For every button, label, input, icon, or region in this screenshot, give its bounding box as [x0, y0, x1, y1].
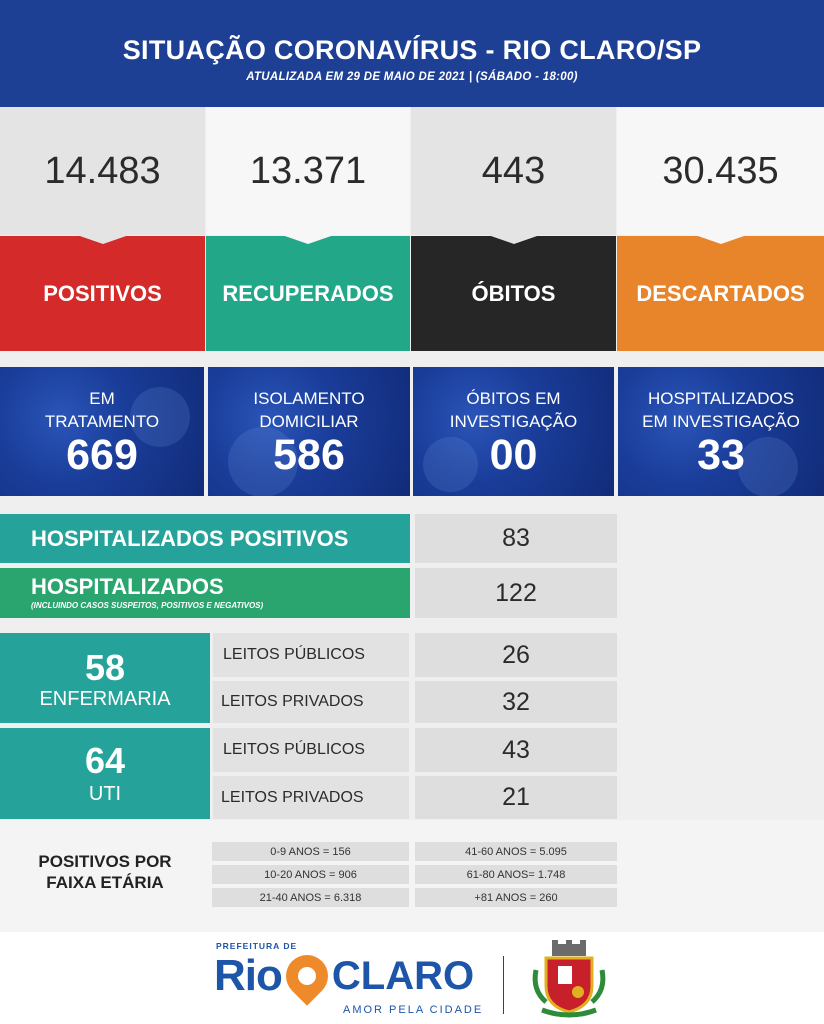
- update-subtitle: ATUALIZADA EM 29 DE MAIO DE 2021 | (SÁBA…: [246, 71, 578, 83]
- uti-privados-value: 21: [415, 776, 617, 819]
- faixa-etaria-title: POSITIVOS POR FAIXA ETÁRIA: [10, 851, 200, 893]
- virus-decoration: [228, 427, 298, 496]
- rio-claro-logo: Rio CLARO: [214, 946, 475, 1006]
- enfermaria-label: ENFERMARIA: [39, 688, 171, 710]
- faixa-etaria-cell: 10-20 ANOS = 906: [212, 865, 409, 884]
- obitos-label: ÓBITOS: [471, 280, 556, 306]
- header-bar: SITUAÇÃO CORONAVÍRUS - RIO CLARO/SP ATUA…: [0, 0, 824, 107]
- hospitalizados-investigacao-value: 33: [697, 431, 745, 479]
- enfermaria-card: 58 ENFERMARIA: [0, 633, 210, 723]
- em-tratamento-label: EM TRATAMENTO: [0, 387, 204, 433]
- location-pin-icon: [277, 946, 337, 1006]
- ribbon: [541, 1007, 597, 1018]
- enfermaria-publicos-row: LEITOS PÚBLICOS: [213, 633, 409, 677]
- uti-card: 64 UTI: [0, 728, 210, 819]
- hospitalizados-label: HOSPITALIZADOS: [31, 574, 224, 599]
- pin-hole: [294, 963, 320, 989]
- isolamento-domiciliar-label: ISOLAMENTO DOMICILIAR: [208, 387, 410, 433]
- hospitalizados-investigacao-label: HOSPITALIZADOS EM INVESTIGAÇÃO: [618, 387, 824, 433]
- notch-decoration: [694, 235, 747, 244]
- label-line: TRATAMENTO: [44, 412, 160, 431]
- recuperados-value: 13.371: [206, 107, 410, 235]
- hospitalizados-positivos-value: 83: [415, 514, 617, 563]
- shield: [544, 956, 594, 1014]
- virus-decoration: [738, 437, 798, 496]
- laurel-right: [590, 969, 606, 1004]
- shield-emblem: [572, 986, 584, 998]
- isolamento-domiciliar-card: ISOLAMENTO DOMICILIAR 586: [208, 367, 410, 496]
- enfermaria-publicos-value: 26: [415, 633, 617, 677]
- enfermaria-privados-value: 32: [415, 681, 617, 723]
- crown-base: [552, 944, 586, 956]
- em-tratamento-value: 669: [66, 431, 138, 479]
- shield-tower: [558, 966, 572, 984]
- laurel-left: [532, 969, 548, 1004]
- slogan-text: AMOR PELA CIDADE: [343, 1004, 484, 1016]
- faixa-etaria-cell: 41-60 ANOS = 5.095: [415, 842, 617, 861]
- notch-decoration: [76, 235, 129, 244]
- label-line: ÓBITOS EM: [466, 389, 561, 408]
- recuperados-card: RECUPERADOS: [206, 235, 410, 351]
- enfermaria-privados-row: LEITOS PRIVADOS: [213, 681, 409, 723]
- positivos-card: POSITIVOS: [0, 235, 205, 351]
- descartados-value: 30.435: [617, 107, 824, 235]
- isolamento-domiciliar-value: 586: [273, 431, 345, 479]
- crown-tower: [552, 940, 558, 946]
- label-line: DOMICILIAR: [259, 412, 359, 431]
- descartados-card: DESCARTADOS: [617, 235, 824, 351]
- label-line: EM: [89, 389, 115, 408]
- faixa-etaria-cell: 61-80 ANOS= 1.748: [415, 865, 617, 884]
- page-title: SITUAÇÃO CORONAVÍRUS - RIO CLARO/SP: [122, 35, 702, 65]
- obitos-investigacao-label: ÓBITOS EM INVESTIGAÇÃO: [413, 387, 614, 433]
- label-line: EM INVESTIGAÇÃO: [642, 412, 800, 431]
- recuperados-label: RECUPERADOS: [222, 280, 394, 306]
- prefeitura-label: PREFEITURA DE: [216, 941, 298, 951]
- obitos-investigacao-value: 00: [489, 431, 538, 479]
- obitos-value: 443: [411, 107, 616, 235]
- label-line: HOSPITALIZADOS: [647, 389, 795, 408]
- obitos-investigacao-card: ÓBITOS EM INVESTIGAÇÃO 00: [413, 367, 614, 496]
- positivos-label: POSITIVOS: [43, 280, 162, 306]
- leitos-publicos-label: LEITOS PÚBLICOS: [223, 646, 365, 663]
- faixa-etaria-section: [0, 820, 824, 932]
- em-tratamento-card: EM TRATAMENTO 669: [0, 367, 204, 496]
- hospitalizados-note: (INCLUINDO CASOS SUSPEITOS, POSITIVOS E …: [31, 601, 264, 610]
- label-line: ISOLAMENTO: [253, 389, 365, 408]
- obitos-card: ÓBITOS: [411, 235, 616, 351]
- faixa-etaria-title-line: POSITIVOS POR: [38, 852, 172, 871]
- enfermaria-total: 58: [84, 647, 126, 688]
- footer-divider: [503, 956, 504, 1014]
- hospitalizados-value: 122: [415, 568, 617, 618]
- leitos-privados-label: LEITOS PRIVADOS: [221, 693, 364, 710]
- positivos-value: 14.483: [0, 107, 205, 235]
- faixa-etaria-cell: +81 ANOS = 260: [415, 888, 617, 907]
- leitos-publicos-label: LEITOS PÚBLICOS: [223, 741, 365, 758]
- footer: PREFEITURA DE Rio CLARO AMOR PELA CIDADE: [0, 932, 824, 1024]
- notch-decoration: [487, 235, 540, 244]
- logo-rio-text: Rio: [214, 951, 283, 1000]
- faixa-etaria-cell: 21-40 ANOS = 6.318: [212, 888, 409, 907]
- virus-decoration: [423, 437, 478, 492]
- crown-tower: [580, 940, 586, 946]
- faixa-etaria-cell: 0-9 ANOS = 156: [212, 842, 409, 861]
- hospitalizados-investigacao-card: HOSPITALIZADOS EM INVESTIGAÇÃO 33: [618, 367, 824, 496]
- hospitalizados-row: HOSPITALIZADOS (INCLUINDO CASOS SUSPEITO…: [0, 568, 410, 618]
- uti-total: 64: [84, 740, 126, 781]
- coat-of-arms-icon: [532, 940, 606, 1018]
- notch-decoration: [282, 235, 334, 244]
- hospitalizados-positivos-row: HOSPITALIZADOS POSITIVOS: [0, 514, 410, 563]
- uti-privados-row: LEITOS PRIVADOS: [213, 776, 409, 819]
- descartados-label: DESCARTADOS: [636, 280, 805, 306]
- crown-tower: [566, 940, 572, 946]
- virus-decoration: [130, 387, 190, 447]
- faixa-etaria-title-line: FAIXA ETÁRIA: [46, 873, 164, 892]
- label-line: INVESTIGAÇÃO: [449, 412, 578, 431]
- hospitalizados-positivos-label: HOSPITALIZADOS POSITIVOS: [31, 525, 349, 551]
- logo-claro-text: CLARO: [331, 953, 475, 998]
- uti-label: UTI: [88, 783, 122, 805]
- leitos-privados-label: LEITOS PRIVADOS: [221, 788, 364, 806]
- uti-publicos-row: LEITOS PÚBLICOS: [213, 728, 409, 772]
- uti-publicos-value: 43: [415, 728, 617, 772]
